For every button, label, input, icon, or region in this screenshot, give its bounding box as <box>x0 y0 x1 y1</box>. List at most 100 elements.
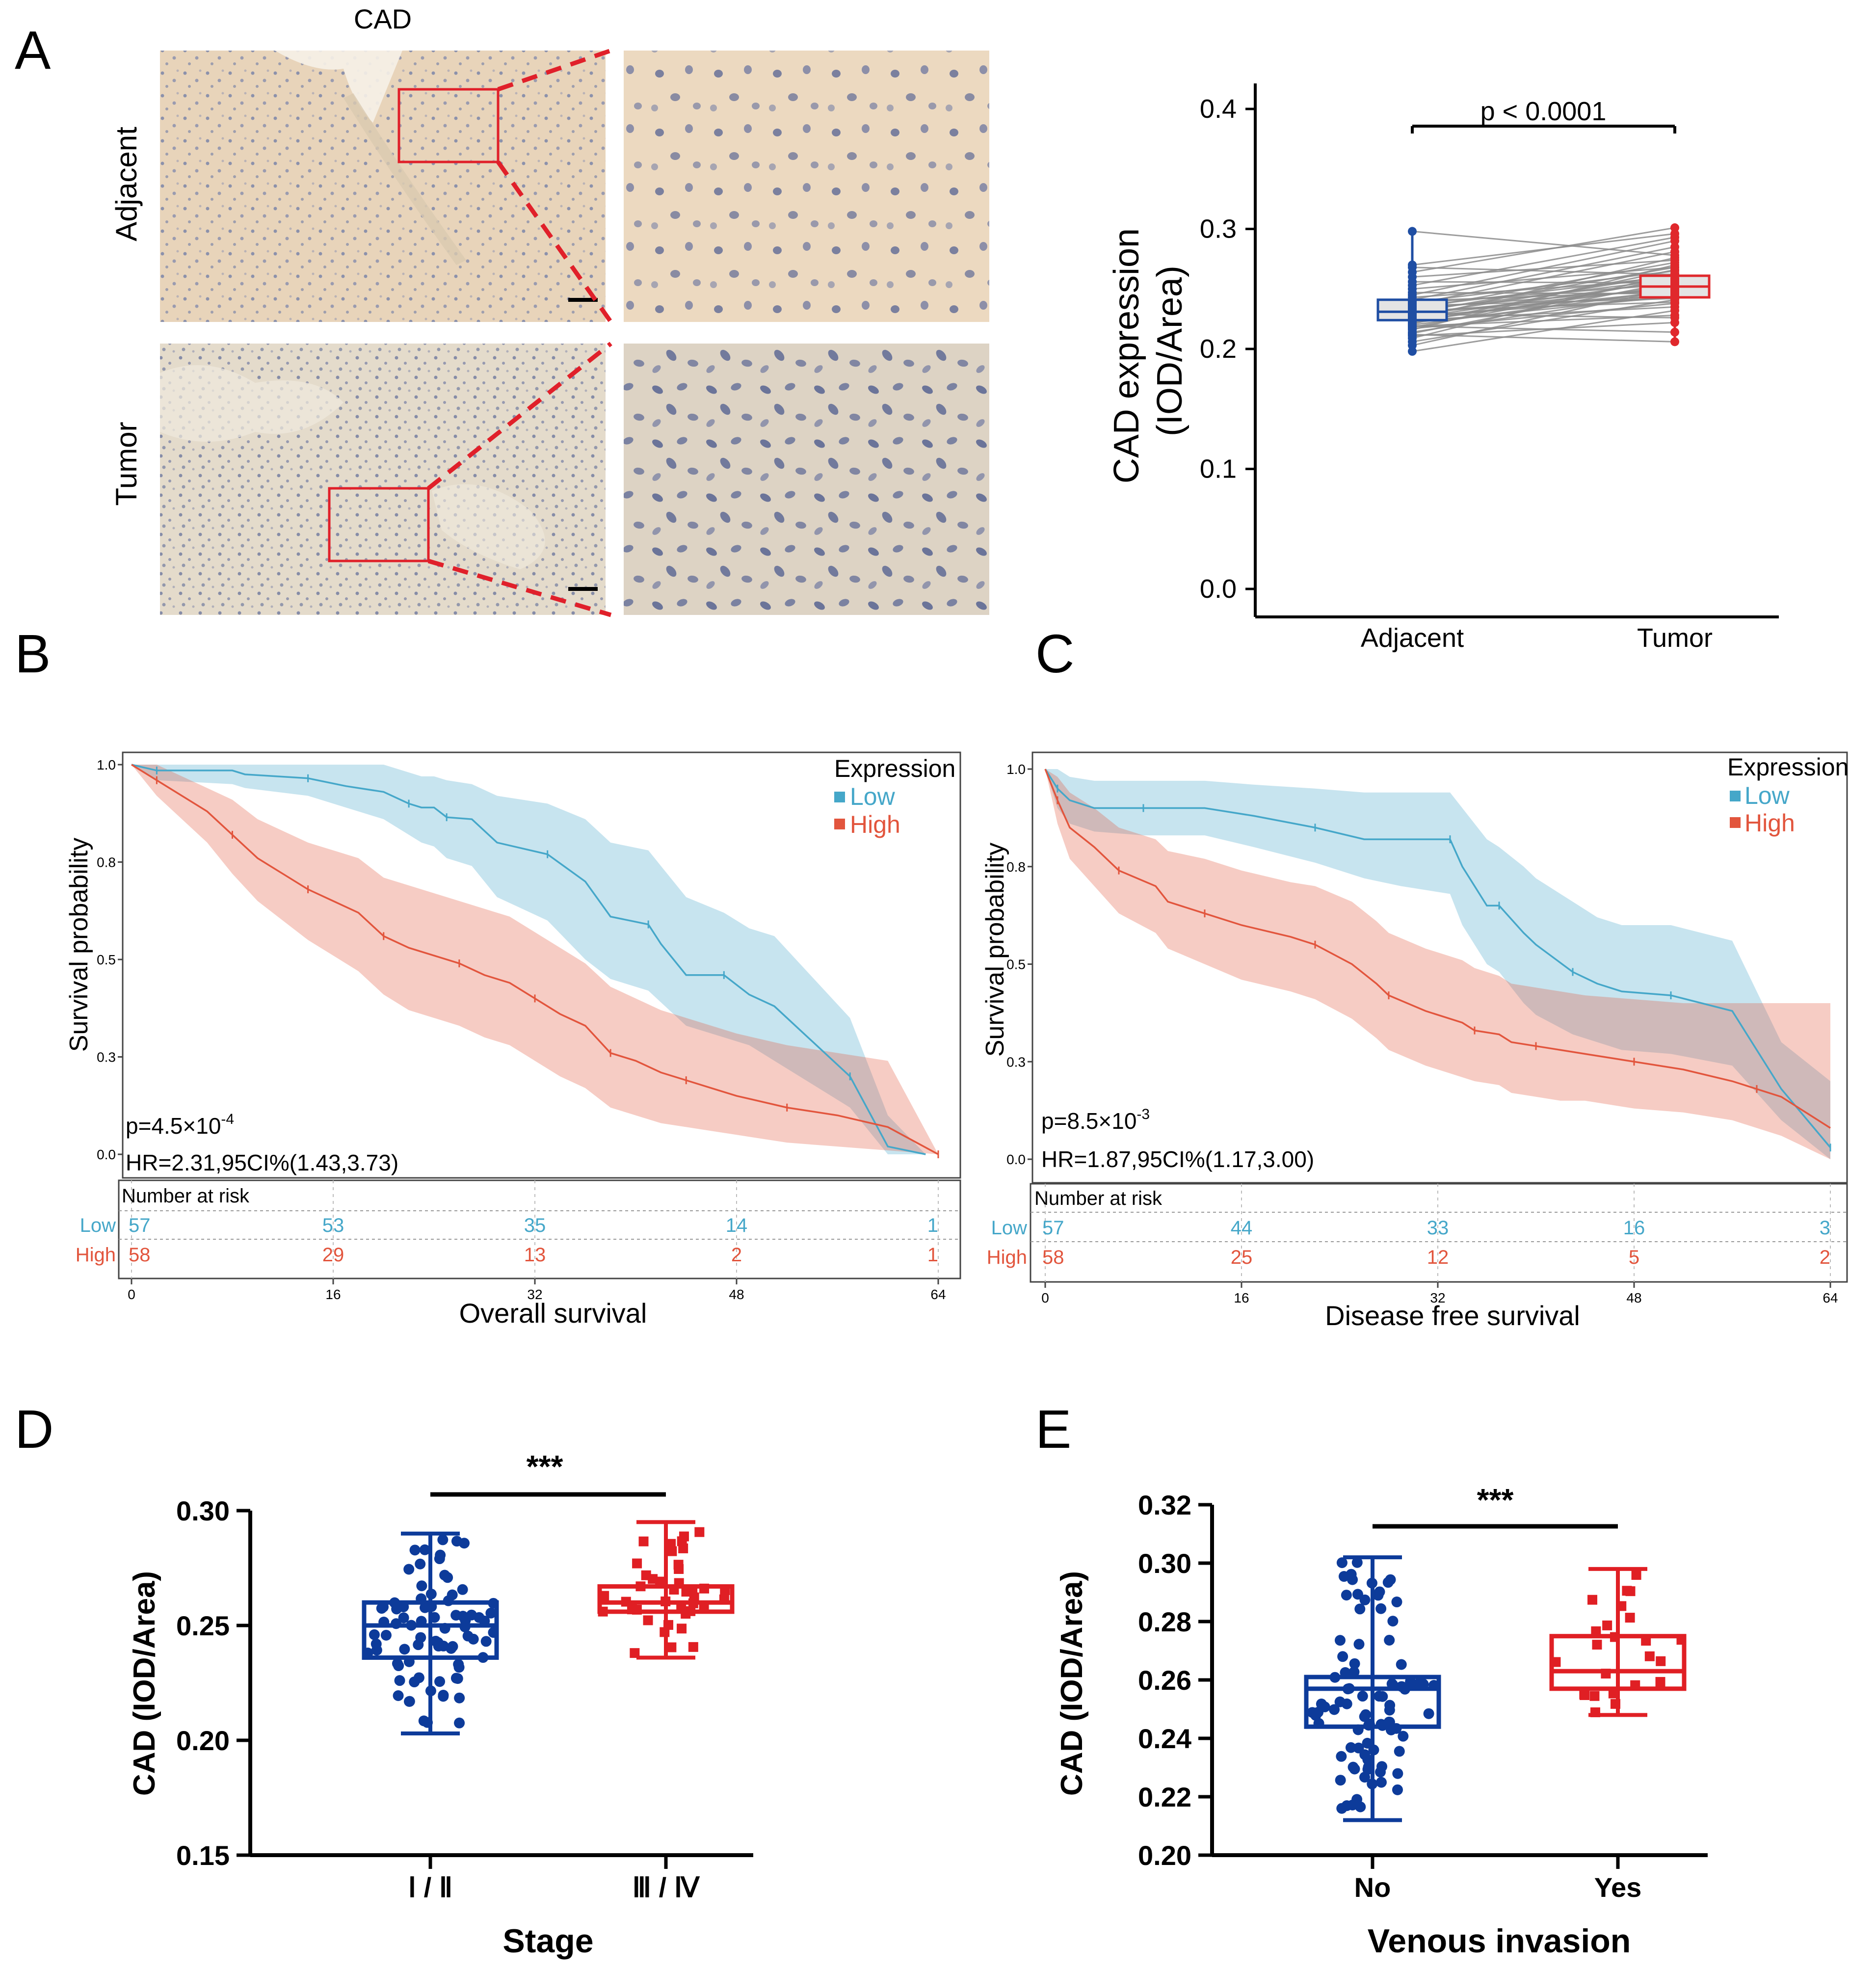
data-point <box>434 1553 445 1565</box>
data-point-tumor <box>1670 270 1679 279</box>
data-point <box>1592 1640 1602 1650</box>
adjacent-zoom-image <box>624 51 989 322</box>
data-point <box>1341 1590 1352 1601</box>
risk-count-high: 2 <box>1820 1247 1830 1268</box>
data-point <box>1368 1744 1379 1756</box>
data-point <box>688 1642 698 1652</box>
data-point <box>1589 1691 1600 1701</box>
data-point <box>1354 1603 1366 1615</box>
survival-curve-high <box>1044 769 1831 1129</box>
data-point <box>413 1639 424 1651</box>
x-tick-label: 0 <box>1041 1290 1049 1305</box>
data-point <box>641 1570 651 1580</box>
data-point <box>447 1641 458 1652</box>
data-point <box>416 1593 427 1604</box>
data-point <box>403 1564 415 1575</box>
data-point <box>663 1620 674 1630</box>
x-tick-label-no: No <box>1354 1872 1391 1903</box>
data-point <box>429 1612 440 1623</box>
data-point <box>1387 1616 1399 1627</box>
data-point <box>1352 1724 1364 1735</box>
legend-swatch-low <box>834 792 845 802</box>
y-tick-label: 0.0 <box>1200 574 1237 604</box>
legend-label-high: High <box>1744 809 1795 837</box>
data-point <box>380 1629 392 1641</box>
pair-line <box>1412 325 1675 333</box>
data-point <box>437 1534 449 1545</box>
data-point <box>1587 1595 1598 1605</box>
x-axis-label: Overall survival <box>459 1298 647 1329</box>
data-point <box>1345 1742 1356 1753</box>
data-point <box>393 1690 404 1702</box>
pair-line <box>1412 270 1675 303</box>
legend-swatch-high <box>834 819 845 829</box>
data-point <box>1349 1658 1360 1669</box>
risk-count-high: 5 <box>1629 1247 1639 1268</box>
data-point <box>452 1673 463 1684</box>
data-point <box>1610 1632 1620 1642</box>
data-point <box>362 1647 373 1658</box>
data-point <box>630 1648 640 1658</box>
hr-label: HR=1.87,95CI%(1.17,3.00) <box>1041 1146 1314 1172</box>
data-point <box>485 1607 497 1619</box>
y-tick-label: 0.3 <box>1006 1054 1026 1069</box>
x-tick-label-yes: Yes <box>1594 1872 1642 1903</box>
data-point <box>425 1588 437 1599</box>
risk-row-label-low: Low <box>991 1217 1027 1239</box>
data-point <box>1601 1669 1611 1679</box>
pair-line <box>1412 301 1675 312</box>
data-point <box>1656 1656 1666 1666</box>
data-point <box>686 1606 696 1616</box>
data-point <box>1616 1601 1627 1611</box>
x-tick-label: 64 <box>930 1287 946 1302</box>
confidence-band-high <box>132 765 938 1154</box>
row-label-adjacent: Adjacent <box>110 127 143 241</box>
legend-title: Expression <box>834 755 955 782</box>
legend-title: Expression <box>1727 753 1849 781</box>
zoom-connector <box>427 559 612 617</box>
y-axis-label: CAD (IOD/Area) <box>128 1571 161 1796</box>
data-point <box>462 1630 474 1642</box>
data-point <box>416 1616 427 1627</box>
data-point <box>635 1581 646 1592</box>
data-point <box>667 1546 677 1556</box>
data-point <box>1353 1639 1365 1650</box>
data-point <box>677 1536 687 1546</box>
km-overall-survival: 0.0 0.3 0.5 0.8 1.0 Survival probability Exp… <box>65 751 961 1329</box>
risk-table-title: Number at risk <box>122 1185 250 1207</box>
data-point <box>1329 1672 1341 1683</box>
panel-label-e: E <box>1035 1399 1071 1460</box>
y-tick-label: 0.0 <box>97 1147 116 1162</box>
data-point <box>1340 1667 1351 1678</box>
venous-invasion-box-chart: 0.20 0.22 0.24 0.26 0.28 0.30 0.32 *** CAD (IO… <box>1055 1482 1708 1960</box>
data-point <box>1335 1775 1346 1786</box>
data-point <box>1385 1574 1396 1585</box>
data-point <box>720 1585 730 1595</box>
data-point <box>413 1672 424 1683</box>
data-point <box>1359 1594 1371 1605</box>
km-disease-free-survival: 0.0 0.3 0.5 0.8 1.0 Survival probability Exp… <box>981 751 1849 1331</box>
data-point <box>694 1527 705 1537</box>
stage-box-chart: 0.15 0.20 0.25 0.30 *** CAD (IOD/Area) Ⅰ / … <box>128 1449 753 1960</box>
pair-line <box>1412 313 1675 319</box>
risk-count-low: 33 <box>1427 1217 1449 1239</box>
data-point <box>1373 1590 1384 1601</box>
p-value-label: p=8.5×10-3 <box>1041 1106 1150 1134</box>
y-tick-label: 0.25 <box>176 1610 230 1641</box>
adjacent-roi-box <box>397 88 500 163</box>
y-tick-label: 0.8 <box>1006 859 1026 875</box>
data-point-tumor <box>1670 278 1679 288</box>
data-point-adjacent <box>1408 260 1417 269</box>
row-label-tumor: Tumor <box>110 422 143 506</box>
data-point <box>674 1578 684 1588</box>
data-point <box>460 1615 471 1626</box>
x-tick-label-stage-1-2: Ⅰ / Ⅱ <box>408 1872 453 1903</box>
data-point <box>1367 1778 1378 1789</box>
data-point <box>488 1627 499 1638</box>
data-point <box>443 1595 454 1606</box>
data-point <box>393 1660 404 1672</box>
x-axis-label: Stage <box>502 1922 593 1960</box>
data-point <box>661 1596 671 1606</box>
pair-line <box>1412 259 1675 278</box>
data-point <box>377 1601 389 1613</box>
